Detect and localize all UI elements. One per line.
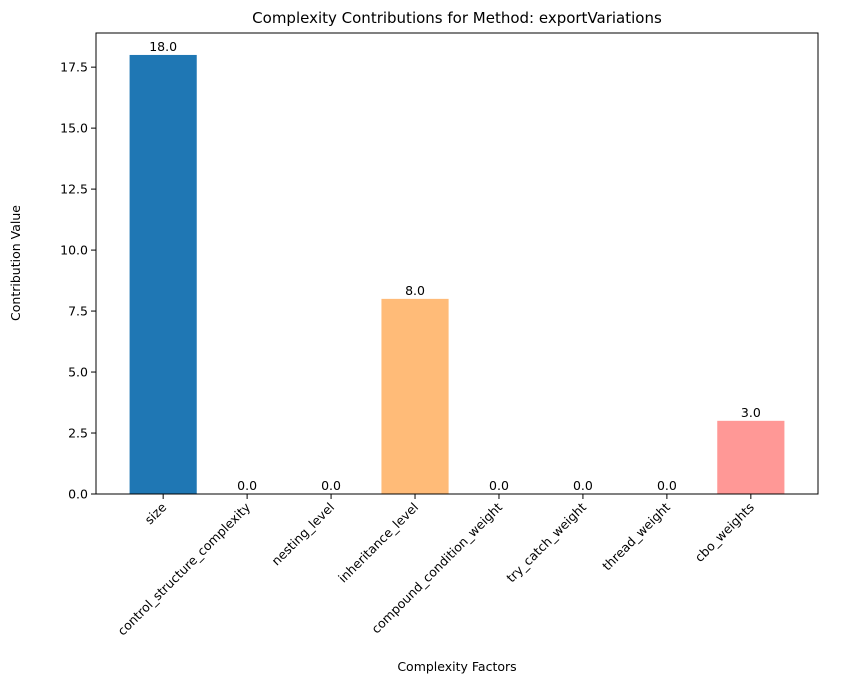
bar-cbo-weights: [717, 420, 785, 494]
data-label-try-catch-weight: 0.0: [573, 478, 593, 493]
data-labels-layer: 18.0 0.0 0.0 8.0 0.0 0.0 0.0 3.0: [149, 39, 761, 493]
data-label-cbo-weights: 3.0: [741, 405, 761, 420]
x-tick-label-nesting-level: nesting_level: [268, 500, 337, 569]
data-label-thread-weight: 0.0: [657, 478, 677, 493]
y-axis-label: Contribution Value: [8, 205, 23, 321]
data-label-compound-condition-weight: 0.0: [489, 478, 509, 493]
plot-frame: [95, 32, 819, 495]
bar-size: [129, 54, 197, 494]
x-tick-label-size: size: [142, 499, 170, 527]
y-axis-ticks: 0.0 2.5 5.0 7.5 10.0 12.5 15.0 17.5: [60, 60, 96, 502]
x-tick-label-cbo-weights: cbo_weights: [692, 500, 757, 565]
x-axis-label: Complexity Factors: [397, 659, 516, 674]
data-label-inheritance-level: 8.0: [405, 283, 425, 298]
data-label-nesting-level: 0.0: [321, 478, 341, 493]
x-tick-label-control-structure-complexity: control_structure_complexity: [114, 499, 253, 638]
data-label-control-structure-complexity: 0.0: [237, 478, 257, 493]
y-tick-label: 15.0: [60, 121, 88, 136]
y-tick-label: 10.0: [60, 243, 88, 258]
x-tick-label-inheritance-level: inheritance_level: [335, 500, 421, 586]
x-tick-label-try-catch-weight: try_catch_weight: [503, 499, 589, 585]
y-tick-label: 2.5: [68, 426, 88, 441]
bar-inheritance-level: [381, 298, 449, 494]
y-tick-label: 0.0: [68, 487, 88, 502]
y-tick-label: 17.5: [60, 60, 88, 75]
y-tick-label: 7.5: [68, 304, 88, 319]
data-label-size: 18.0: [149, 39, 177, 54]
y-tick-label: 12.5: [60, 182, 88, 197]
y-tick-label: 5.0: [68, 365, 88, 380]
x-tick-label-thread-weight: thread_weight: [599, 499, 673, 573]
chart-title: Complexity Contributions for Method: exp…: [252, 9, 662, 27]
bars-layer: [129, 54, 785, 494]
